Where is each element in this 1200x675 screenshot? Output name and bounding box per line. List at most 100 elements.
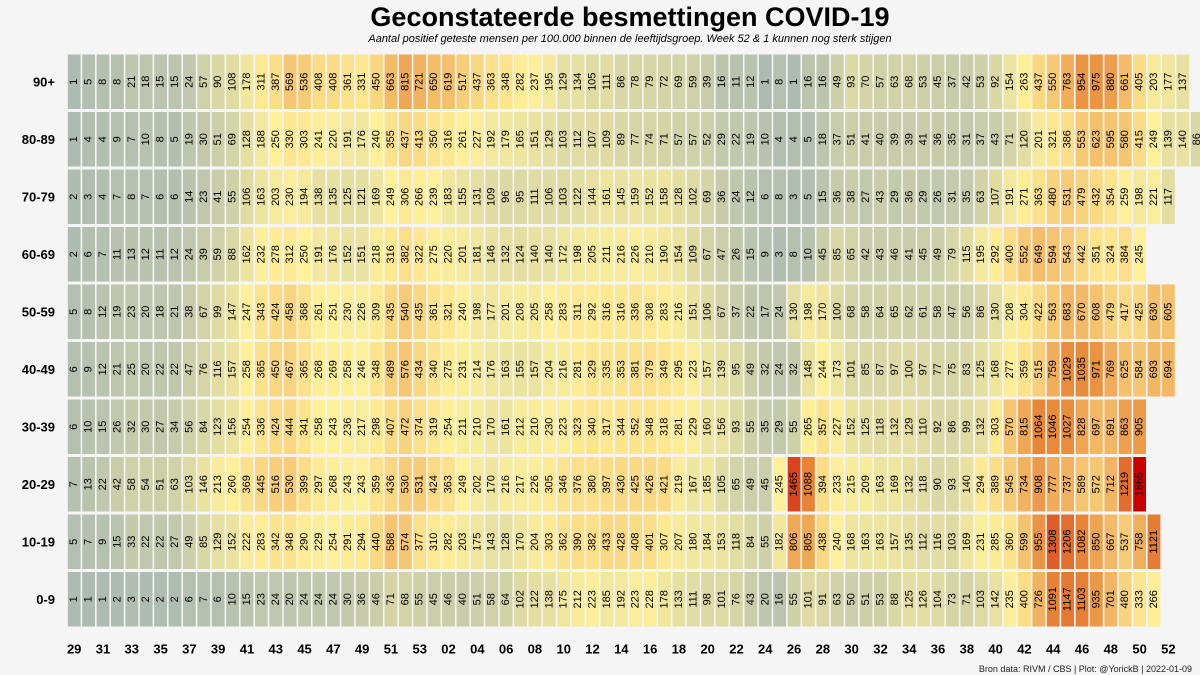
heatmap-cell xyxy=(283,342,297,397)
heatmap-cell xyxy=(427,457,441,512)
cell-value-label: 355 xyxy=(385,130,397,148)
cell-value-label: 7 xyxy=(140,194,152,200)
cell-value-label: 37 xyxy=(730,306,742,318)
heatmap-cell xyxy=(1032,572,1046,627)
heatmap-cell xyxy=(874,284,887,339)
heatmap-cell xyxy=(571,54,585,109)
cell-value-label: 88 xyxy=(227,248,239,260)
cell-value-label: 7 xyxy=(83,539,95,545)
heatmap-cell xyxy=(888,112,902,167)
cell-value-label: 23 xyxy=(198,191,210,203)
cell-value-label: 285 xyxy=(990,533,1002,551)
cell-value-label: 19 xyxy=(183,133,195,145)
heatmap-cell xyxy=(341,54,355,109)
heatmap-cell xyxy=(355,572,369,627)
cell-value-label: 124 xyxy=(515,245,527,263)
heatmap-cell xyxy=(226,169,239,224)
cell-value-label: 26 xyxy=(730,248,742,260)
cell-value-label: 6 xyxy=(212,596,224,602)
cell-value-label: 31 xyxy=(946,191,958,203)
cell-value-label: 123 xyxy=(212,418,224,436)
heatmap-cell xyxy=(816,227,830,282)
heatmap-cell xyxy=(614,112,628,167)
heatmap-cell xyxy=(542,572,556,627)
cell-value-label: 399 xyxy=(299,475,311,493)
cell-value-label: 19 xyxy=(111,306,123,318)
cell-value-label: 241 xyxy=(313,130,325,148)
heatmap-cell xyxy=(312,169,326,224)
heatmap-cell xyxy=(802,514,815,569)
cell-value-label: 5 xyxy=(68,309,80,315)
heatmap-cell xyxy=(1104,457,1118,512)
heatmap-cell xyxy=(888,342,902,397)
cell-value-label: 425 xyxy=(630,475,642,493)
cell-value-label: 215 xyxy=(846,475,858,493)
heatmap-cell xyxy=(816,112,830,167)
heatmap-cell xyxy=(902,399,916,454)
heatmap-cell xyxy=(614,227,628,282)
cell-value-label: 18 xyxy=(140,76,152,88)
x-tick-label: 02 xyxy=(441,642,455,657)
cell-value-label: 76 xyxy=(198,363,210,375)
cell-value-label: 8 xyxy=(774,79,786,85)
cell-value-label: 450 xyxy=(371,73,383,91)
cell-value-label: 191 xyxy=(342,130,354,148)
heatmap-cell xyxy=(326,514,340,569)
heatmap-cell xyxy=(1090,112,1103,167)
heatmap-cell xyxy=(456,112,470,167)
cell-value-label: 160 xyxy=(702,418,714,436)
heatmap-cell xyxy=(67,457,81,512)
heatmap-cell xyxy=(110,399,124,454)
cell-value-label: 210 xyxy=(644,245,656,263)
heatmap-cell xyxy=(326,457,340,512)
heatmap-cell xyxy=(1032,457,1046,512)
cell-value-label: 5 xyxy=(83,79,95,85)
heatmap-cell xyxy=(226,572,239,627)
cell-value-label: 105 xyxy=(587,73,599,91)
heatmap-cell xyxy=(326,112,340,167)
cell-value-label: 145 xyxy=(615,188,627,206)
cell-value-label: 13 xyxy=(83,478,95,490)
x-tick-label: 49 xyxy=(355,642,369,657)
heatmap-cell xyxy=(470,227,484,282)
cell-value-label: 38 xyxy=(183,306,195,318)
heatmap-cell xyxy=(1075,169,1089,224)
heatmap-cell xyxy=(1075,54,1089,109)
heatmap-cell xyxy=(398,227,412,282)
heatmap-cell xyxy=(701,112,715,167)
heatmap-cell xyxy=(787,399,801,454)
heatmap-cell xyxy=(1061,169,1075,224)
cell-value-label: 8 xyxy=(774,194,786,200)
cell-value-label: 243 xyxy=(342,475,354,493)
cell-value-label: 129 xyxy=(212,533,224,551)
cell-value-label: 121 xyxy=(356,188,368,206)
heatmap-cell xyxy=(96,227,110,282)
heatmap-cell xyxy=(240,514,254,569)
cell-value-label: 99 xyxy=(212,306,224,318)
cell-value-label: 39 xyxy=(198,248,210,260)
cell-value-label: 16 xyxy=(802,76,814,88)
heatmap-cell xyxy=(946,399,959,454)
cell-value-label: 12 xyxy=(140,248,152,260)
cell-value-label: 92 xyxy=(990,76,1002,88)
x-tick-label: 39 xyxy=(211,642,225,657)
cell-value-label: 359 xyxy=(371,475,383,493)
heatmap-cell xyxy=(211,399,225,454)
heatmap-cell xyxy=(499,112,513,167)
heatmap-cell xyxy=(571,342,585,397)
cell-value-label: 180 xyxy=(687,533,699,551)
heatmap-cell xyxy=(355,399,369,454)
heatmap-cell xyxy=(902,514,916,569)
heatmap-cell xyxy=(600,572,614,627)
heatmap-cell xyxy=(139,112,153,167)
heatmap-cell xyxy=(283,227,297,282)
heatmap-cell xyxy=(888,399,902,454)
heatmap-cell xyxy=(1104,284,1118,339)
heatmap-cell xyxy=(240,284,254,339)
cell-value-label: 243 xyxy=(356,475,368,493)
heatmap-cell xyxy=(211,54,225,109)
heatmap-cell xyxy=(326,572,340,627)
cell-value-label: 77 xyxy=(932,363,944,375)
cell-value-label: 663 xyxy=(385,73,397,91)
heatmap-cell xyxy=(1018,514,1031,569)
